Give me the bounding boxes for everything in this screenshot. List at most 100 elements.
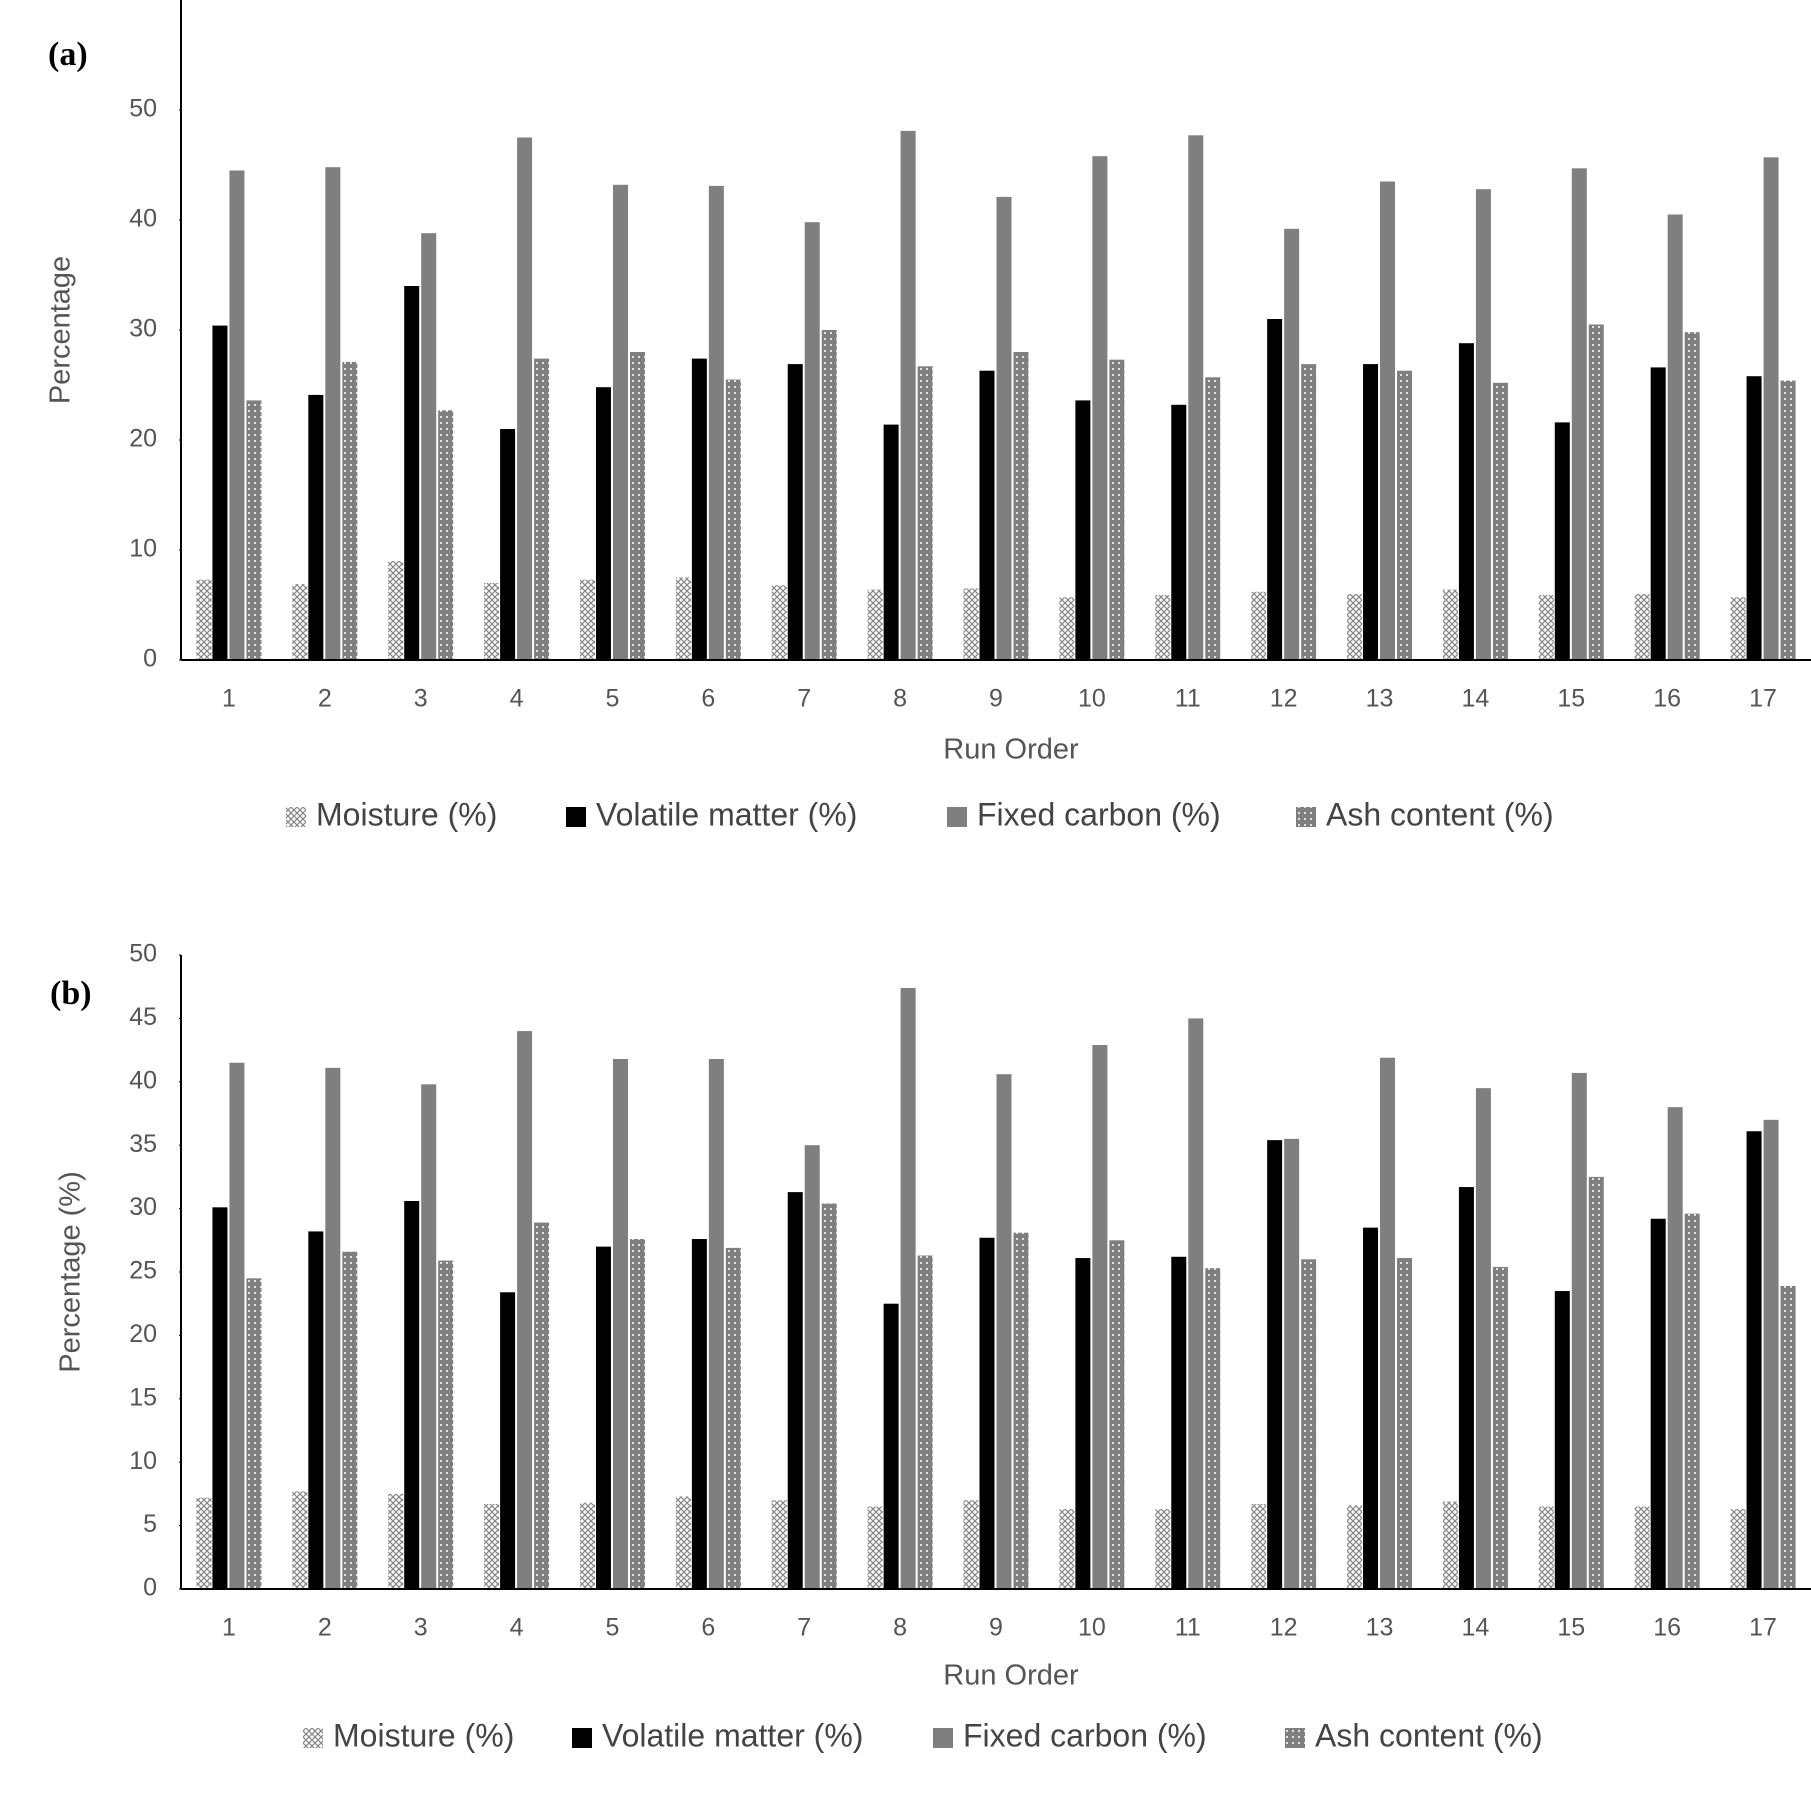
bar [867, 589, 883, 660]
x-tick-label: 13 [1366, 685, 1394, 713]
bar [292, 584, 308, 660]
bar [917, 366, 933, 660]
bar [1171, 1256, 1187, 1589]
bar [900, 987, 916, 1589]
y-tick-label: 10 [129, 1447, 157, 1475]
x-tick-label: 7 [797, 1614, 811, 1642]
x-tick-label: 14 [1462, 685, 1490, 713]
bar [500, 1292, 516, 1589]
bar [1650, 1218, 1666, 1589]
bar [1013, 1232, 1029, 1589]
bar [229, 170, 245, 660]
y-tick-label: 35 [129, 1130, 157, 1158]
y-tick-label: 50 [129, 940, 157, 968]
bar [1780, 1285, 1796, 1589]
bar [1442, 589, 1458, 660]
bar [691, 358, 707, 660]
legend-label: Moisture (%) [316, 796, 497, 832]
bar [1171, 404, 1187, 660]
bar [1538, 1506, 1554, 1589]
bar [1075, 1258, 1091, 1589]
bar [484, 583, 500, 660]
legend-label: Fixed carbon (%) [963, 1717, 1207, 1753]
bar [725, 379, 741, 660]
bar [1075, 400, 1091, 660]
bar [1588, 324, 1604, 660]
bar [1267, 1140, 1283, 1589]
bar [1092, 1045, 1108, 1589]
bar [979, 370, 995, 660]
bar [421, 1084, 437, 1589]
bar [787, 1192, 803, 1589]
bar [595, 1246, 611, 1589]
bar [867, 1506, 883, 1589]
legend-swatch [933, 1728, 953, 1748]
bar [883, 424, 899, 660]
x-tick-label: 5 [606, 1614, 620, 1642]
bar [1301, 1259, 1317, 1589]
bar [325, 1067, 341, 1589]
bar [675, 1496, 691, 1589]
x-tick-label: 17 [1749, 1614, 1777, 1642]
legend-swatch [286, 807, 306, 827]
bar [1588, 1176, 1604, 1589]
bar [1746, 1131, 1762, 1589]
bar [1763, 1119, 1779, 1589]
x-axis-title: Run Order [943, 1660, 1079, 1692]
bar [1347, 1505, 1363, 1589]
x-tick-label: 15 [1557, 1614, 1585, 1642]
x-tick-label: 6 [701, 1614, 715, 1642]
bar [1155, 595, 1171, 660]
bar [229, 1062, 245, 1589]
bar [963, 588, 979, 660]
bar [421, 233, 437, 660]
bar [1109, 359, 1125, 660]
bar [821, 1203, 837, 1589]
bar [342, 361, 358, 660]
x-tick-label: 3 [414, 685, 428, 713]
legend-swatch [947, 807, 967, 827]
bar [883, 1303, 899, 1589]
y-tick-label: 40 [129, 205, 157, 233]
y-tick-label: 30 [129, 315, 157, 343]
bar [1442, 1501, 1458, 1589]
bar [996, 1074, 1012, 1589]
bar [1458, 1187, 1474, 1589]
bar [534, 358, 550, 660]
x-tick-label: 16 [1653, 685, 1681, 713]
x-tick-label: 11 [1175, 685, 1201, 713]
x-tick-label: 12 [1270, 685, 1298, 713]
bar [212, 325, 228, 660]
bar [1667, 214, 1683, 660]
bar [579, 579, 595, 660]
bar [1013, 352, 1029, 660]
x-tick-label: 3 [414, 1614, 428, 1642]
x-tick-label: 6 [701, 685, 715, 713]
x-tick-label: 10 [1078, 1614, 1106, 1642]
bar [996, 196, 1012, 660]
bar [1155, 1509, 1171, 1589]
x-tick-label: 1 [222, 685, 236, 713]
x-tick-label: 5 [606, 685, 620, 713]
x-tick-label: 15 [1557, 685, 1585, 713]
bar [517, 137, 533, 660]
bar [708, 1058, 724, 1589]
bar [1492, 1266, 1508, 1589]
bar [1059, 1509, 1075, 1589]
bar [308, 394, 324, 660]
x-tick-label: 12 [1270, 1614, 1298, 1642]
bar [963, 1500, 979, 1589]
bar [1492, 382, 1508, 660]
bar [1284, 1138, 1300, 1589]
bar [1667, 1107, 1683, 1589]
legend-label: Volatile matter (%) [602, 1717, 863, 1753]
bar [1397, 370, 1413, 660]
x-tick-label: 9 [989, 685, 1003, 713]
bar [1205, 1268, 1221, 1589]
legend-swatch [303, 1728, 323, 1748]
bar [1092, 156, 1108, 660]
x-tick-label: 16 [1653, 1614, 1681, 1642]
bar [404, 1200, 420, 1589]
bar [1188, 135, 1204, 661]
bar [1650, 367, 1666, 660]
